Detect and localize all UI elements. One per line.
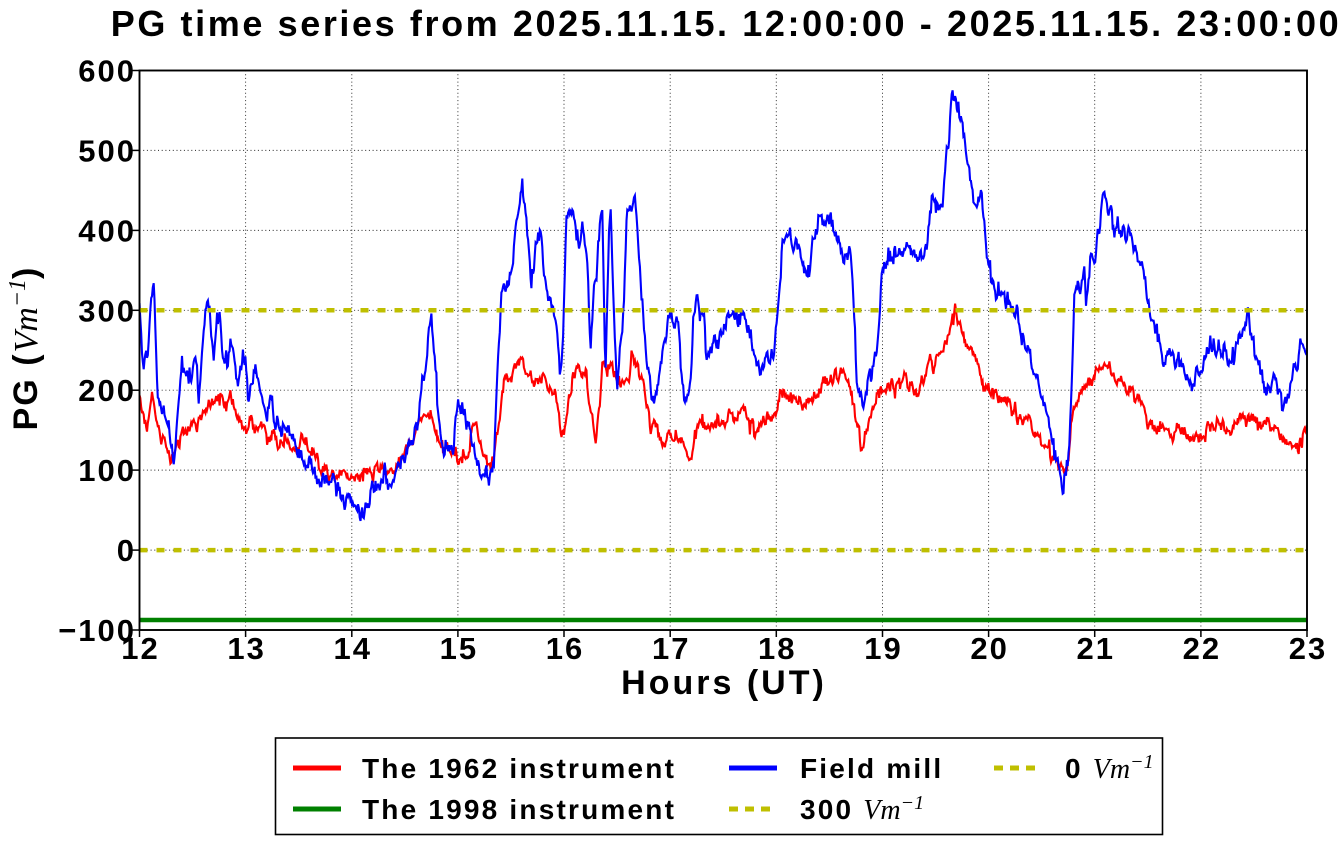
svg-text:Field mill: Field mill <box>800 753 943 784</box>
svg-text:100: 100 <box>78 453 136 488</box>
svg-text:200: 200 <box>78 373 136 408</box>
svg-text:22: 22 <box>1183 631 1221 666</box>
svg-text:14: 14 <box>334 631 372 666</box>
svg-text:12: 12 <box>121 631 159 666</box>
svg-text:23: 23 <box>1289 631 1327 666</box>
svg-text:13: 13 <box>227 631 265 666</box>
svg-text:−100: −100 <box>58 613 136 648</box>
svg-text:19: 19 <box>864 631 902 666</box>
svg-text:300: 300 <box>78 293 136 328</box>
svg-text:PG time series from 2025.11.15: PG time series from 2025.11.15. 12:00:00… <box>111 3 1342 44</box>
svg-text:17: 17 <box>652 631 690 666</box>
svg-text:0 Vm−1: 0 Vm−1 <box>1065 751 1154 785</box>
svg-text:21: 21 <box>1076 631 1114 666</box>
svg-text:18: 18 <box>758 631 796 666</box>
svg-text:20: 20 <box>970 631 1008 666</box>
svg-text:The 1962 instrument: The 1962 instrument <box>362 753 676 784</box>
svg-text:500: 500 <box>78 133 136 168</box>
svg-text:Hours (UT): Hours (UT) <box>621 664 827 702</box>
svg-text:16: 16 <box>546 631 584 666</box>
svg-text:400: 400 <box>78 213 136 248</box>
svg-text:The 1998 instrument: The 1998 instrument <box>362 794 676 825</box>
svg-text:600: 600 <box>78 54 136 89</box>
svg-text:15: 15 <box>440 631 478 666</box>
svg-text:0: 0 <box>117 533 136 568</box>
